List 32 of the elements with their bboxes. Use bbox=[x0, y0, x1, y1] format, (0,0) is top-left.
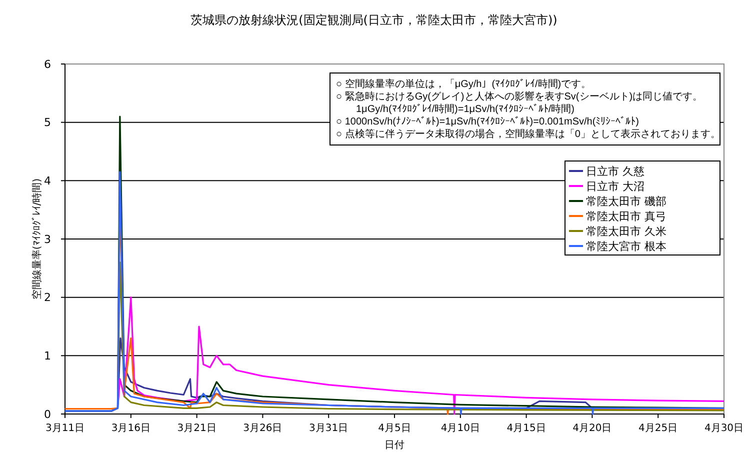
legend-label: 日立市 大沼 bbox=[586, 180, 644, 193]
legend-label: 日立市 久慈 bbox=[586, 164, 644, 178]
legend-label: 常陸太田市 久米 bbox=[586, 224, 666, 238]
y-tick-label: 1 bbox=[44, 350, 51, 363]
y-tick-label: 0 bbox=[44, 408, 51, 421]
chart-title: 茨城県の放射線状況(固定観測局(日立市，常陸太田市，常陸大宮市)) bbox=[190, 13, 558, 27]
x-tick-label: 3月16日 bbox=[111, 423, 150, 434]
x-tick-label: 4月15日 bbox=[506, 423, 546, 434]
annotation: ○ 緊急時におけるGy(グレイ)と人体への影響を表すSv(シーベルト)は同じ値です。 bbox=[336, 90, 703, 102]
y-tick-label: 2 bbox=[44, 291, 51, 304]
y-tick-label: 5 bbox=[44, 116, 51, 130]
x-tick-label: 4月10日 bbox=[440, 423, 480, 434]
annotation: 1μGy/h(ﾏｲｸﾛｸﾞﾚｲ/時間)=1μSv/h(ﾏｲｸﾛｼｰﾍﾞﾙﾄ/時間) bbox=[356, 103, 574, 115]
x-tick-label: 4月30日 bbox=[704, 423, 744, 434]
annotation: ○ 1000nSv/h(ﾅﾉｼｰﾍﾞﾙﾄ)=1μSv/h(ﾏｲｸﾛｼｰﾍﾞﾙﾄ)=0.001mSv/h(ﾐﾘｼｰﾍﾞﾙﾄ) bbox=[336, 116, 639, 128]
x-axis-title: 日付 bbox=[384, 440, 404, 451]
legend-label: 常陸太田市 真弓 bbox=[586, 210, 666, 223]
legend-label: 常陸太田市 磯部 bbox=[586, 194, 666, 208]
annotation: ○ 空間線量率の単位は，「μGy/h」(ﾏｲｸﾛｸﾞﾚｲ/時間)です。 bbox=[336, 78, 592, 90]
annotation: ○ 点検等に伴うデータ未取得の場合，空間線量率は「0」として表示されております。 bbox=[336, 128, 720, 140]
x-tick-label: 3月26日 bbox=[243, 423, 282, 434]
y-axis-title: 空間線量率(ﾏｲｸﾛｸﾞﾚｲ/時間) bbox=[31, 178, 43, 300]
legend-label: 常陸大宮市 根本 bbox=[586, 240, 666, 253]
y-tick-label: 3 bbox=[44, 232, 51, 246]
x-tick-label: 4月20日 bbox=[572, 423, 612, 434]
y-tick-label: 4 bbox=[44, 174, 51, 188]
x-tick-label: 4月5日 bbox=[378, 423, 411, 434]
x-tick-label: 3月31日 bbox=[309, 423, 348, 434]
y-tick-label: 6 bbox=[44, 58, 51, 71]
x-tick-label: 3月11日 bbox=[45, 423, 85, 434]
x-tick-label: 3月21日 bbox=[177, 423, 216, 434]
x-tick-label: 4月25日 bbox=[638, 423, 678, 434]
